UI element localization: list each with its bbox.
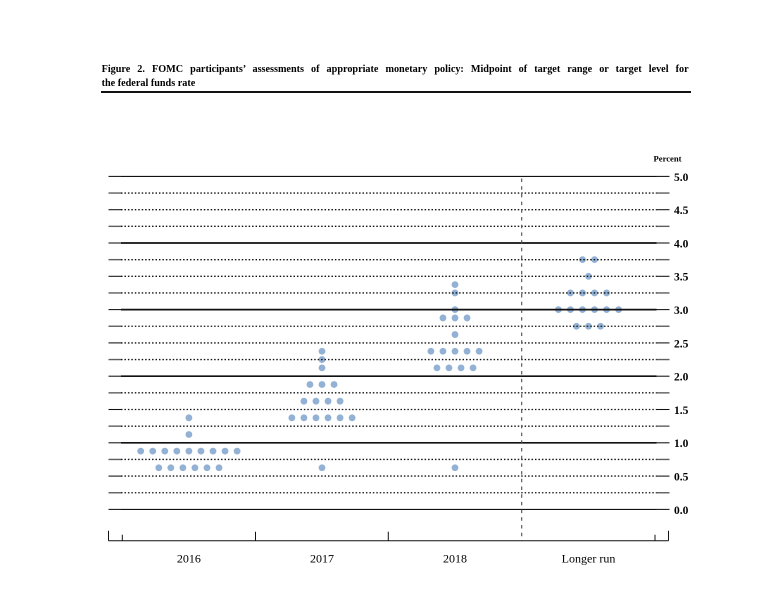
svg-text:0.0: 0.0	[674, 505, 689, 517]
svg-text:3.5: 3.5	[674, 272, 689, 284]
svg-text:1.0: 1.0	[674, 438, 689, 450]
svg-text:2.0: 2.0	[674, 372, 689, 384]
svg-text:2.5: 2.5	[674, 338, 689, 350]
svg-text:Percent: Percent	[654, 154, 682, 164]
svg-text:3.0: 3.0	[674, 305, 689, 317]
svg-text:2016: 2016	[177, 551, 201, 565]
svg-text:Longer run: Longer run	[562, 551, 616, 565]
svg-text:5.0: 5.0	[674, 172, 689, 184]
svg-text:2018: 2018	[443, 551, 467, 565]
svg-text:4.5: 4.5	[674, 205, 689, 217]
svg-text:4.0: 4.0	[674, 238, 689, 250]
svg-text:0.5: 0.5	[674, 472, 689, 484]
svg-text:2017: 2017	[310, 551, 334, 565]
svg-text:1.5: 1.5	[674, 405, 689, 417]
